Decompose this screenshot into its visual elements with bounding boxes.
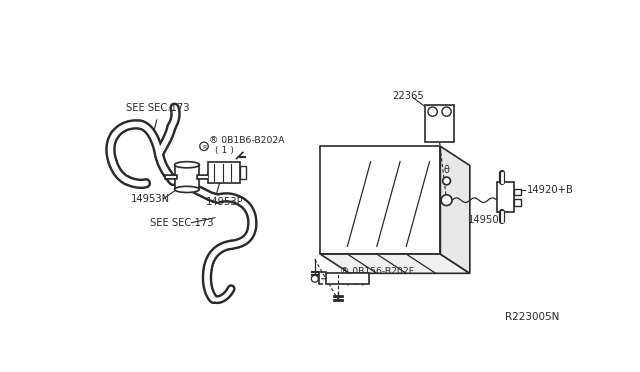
Text: ® 0B1B6-B202A
  ( 1 ): ® 0B1B6-B202A ( 1 ) (209, 136, 285, 155)
Circle shape (200, 142, 208, 151)
Bar (241, 166, 246, 179)
Text: 14953P: 14953P (206, 197, 244, 207)
Bar (514, 189, 521, 195)
Ellipse shape (175, 186, 199, 192)
FancyBboxPatch shape (175, 165, 199, 189)
Circle shape (443, 177, 451, 185)
Text: R223005N: R223005N (505, 312, 559, 322)
Ellipse shape (175, 162, 199, 168)
Bar (425, 106, 454, 142)
Text: SEE SEC.173: SEE SEC.173 (150, 218, 213, 228)
Circle shape (311, 275, 318, 282)
Text: SEE SEC.173: SEE SEC.173 (127, 103, 190, 113)
Text: 14920+B: 14920+B (527, 185, 573, 195)
Bar (326, 273, 369, 284)
Bar (497, 183, 514, 212)
Polygon shape (320, 254, 470, 273)
Text: R: R (202, 145, 207, 150)
Text: 14953N: 14953N (131, 194, 170, 204)
Circle shape (428, 107, 437, 116)
Text: θ: θ (444, 165, 449, 175)
Text: ® 0B156-B202F
  ( 1 ): ® 0B156-B202F ( 1 ) (340, 267, 413, 287)
Bar (320, 146, 440, 254)
Circle shape (441, 195, 452, 206)
Text: 14950: 14950 (467, 215, 499, 225)
Circle shape (442, 107, 451, 116)
Polygon shape (440, 146, 470, 273)
Bar (208, 162, 241, 183)
Bar (514, 199, 521, 206)
Text: 22365: 22365 (392, 91, 424, 101)
